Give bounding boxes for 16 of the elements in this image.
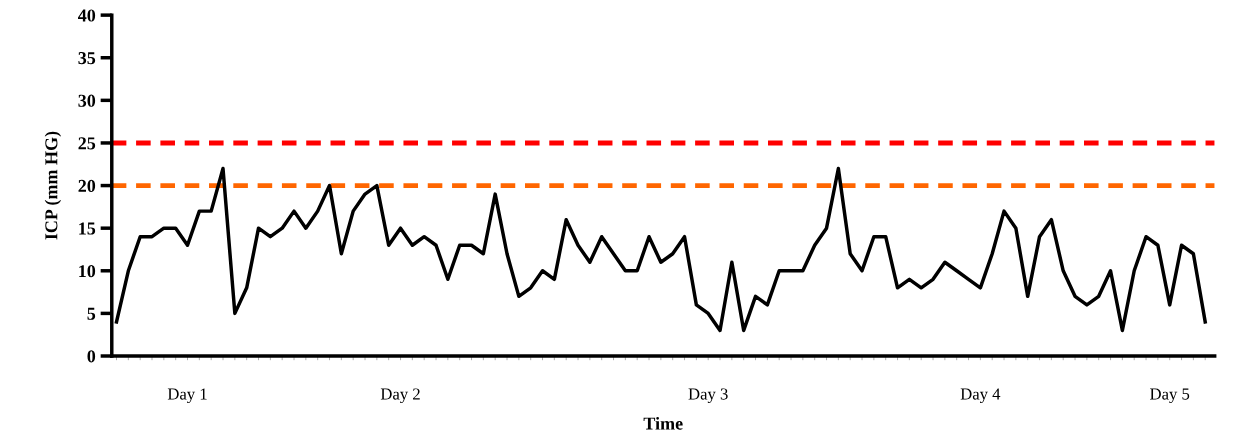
x-tick-label: Day 3: [688, 388, 728, 404]
y-tick-label: 20: [78, 179, 96, 193]
x-axis-title: Time: [643, 416, 683, 430]
x-tick-label: Day 2: [380, 388, 420, 404]
x-tick-label: Day 4: [960, 388, 1001, 404]
x-tick-label: Day 1: [167, 388, 207, 404]
y-tick-label: 35: [78, 52, 96, 65]
y-tick-label: 10: [79, 265, 96, 278]
y-tick-label: 30: [78, 94, 96, 107]
y-tick-label: 25: [78, 137, 96, 150]
x-tick-label: Day 5: [1150, 388, 1190, 404]
y-tick-label: 5: [87, 307, 96, 320]
y-tick-label: 40: [78, 9, 96, 22]
y-axis-title: ICP (mm HG): [44, 131, 62, 240]
y-tick-label: 15: [79, 222, 96, 235]
y-tick-label: 0: [87, 350, 96, 363]
